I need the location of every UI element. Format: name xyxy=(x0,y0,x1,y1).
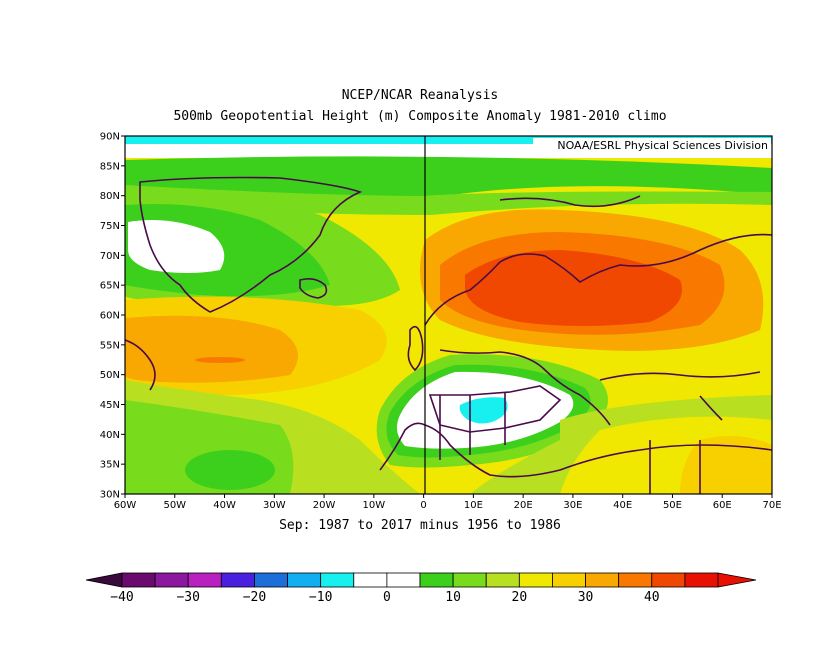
lon-tick-label: 50W xyxy=(163,500,186,511)
colorbar-swatch xyxy=(419,572,454,588)
period-label: Sep: 1987 to 2017 minus 1956 to 1986 xyxy=(279,518,561,533)
lon-tick-label: 70E xyxy=(762,500,781,511)
colorbar-label: 10 xyxy=(445,590,461,605)
colorbar-label: −30 xyxy=(176,590,199,605)
credit-text: NOAA/ESRL Physical Sciences Division xyxy=(557,139,768,152)
colorbar-swatch xyxy=(518,572,553,588)
credit-box xyxy=(533,138,771,152)
lon-tick-label: 30W xyxy=(263,500,286,511)
lat-tick-label: 60N xyxy=(100,311,120,322)
colorbar-swatch xyxy=(187,572,222,588)
colorbar-swatch xyxy=(386,572,421,588)
lon-tick-label: 50E xyxy=(663,500,682,511)
latitude-ticks: 90N 85N 80N 75N 70N 65N 60N 55N 50N 45N 40N 35N 30N xyxy=(100,132,125,501)
lon-tick-label: 60W xyxy=(114,500,137,511)
lon-tick-label: 20W xyxy=(313,500,336,511)
colorbar-label: 40 xyxy=(644,590,660,605)
colorbar-swatch xyxy=(220,572,255,588)
colorbar-swatch xyxy=(452,572,487,588)
chart-subtitle: 500mb Geopotential Height (m) Composite … xyxy=(173,109,667,124)
colorbar-arrow-high xyxy=(717,572,757,588)
colorbar-swatch xyxy=(684,572,719,588)
lon-tick-label: 20E xyxy=(514,500,533,511)
lat-tick-label: 85N xyxy=(100,161,120,172)
lon-tick-label: 40W xyxy=(213,500,236,511)
colorbar-swatch xyxy=(320,572,355,588)
lat-tick-label: 35N xyxy=(100,460,120,471)
colorbar-swatch xyxy=(485,572,520,588)
lat-tick-label: 70N xyxy=(100,251,120,262)
lon-tick-label: 60E xyxy=(713,500,732,511)
colorbar-swatch xyxy=(585,572,620,588)
colorbar-swatch xyxy=(287,572,322,588)
lat-tick-label: 65N xyxy=(100,281,120,292)
coastlines xyxy=(125,176,772,494)
chart-title: NCEP/NCAR Reanalysis xyxy=(341,88,499,103)
lat-tick-label: 40N xyxy=(100,430,120,441)
anomaly-field xyxy=(125,136,772,494)
colorbar-swatch xyxy=(651,572,686,588)
colorbar-label: −10 xyxy=(309,590,332,605)
lon-tick-label: 10E xyxy=(464,500,483,511)
colorbar-swatch xyxy=(552,572,586,588)
colorbar-swatch xyxy=(154,572,189,588)
lat-tick-label: 30N xyxy=(100,490,120,501)
lon-tick-label: 30E xyxy=(563,500,582,511)
colorbar-swatch xyxy=(618,572,653,588)
colorbar-label: −40 xyxy=(110,590,133,605)
colorbar-label: 20 xyxy=(512,590,528,605)
lat-tick-label: 80N xyxy=(100,191,120,202)
colorbar-arrow-low xyxy=(85,572,123,588)
colorbar-label: 0 xyxy=(383,590,391,605)
longitude-ticks: 60W 50W 40W 30W 20W 10W 0 10E 20E 30E 40E 50E 60E 70E xyxy=(114,494,782,511)
colorbar-label: −20 xyxy=(243,590,266,605)
lon-tick-label: 40E xyxy=(613,500,632,511)
colorbar: −40 −30 −20 −10 0 10 20 30 40 xyxy=(85,572,757,605)
colorbar-swatch xyxy=(254,572,288,588)
lon-tick-label: 10W xyxy=(363,500,386,511)
lat-tick-label: 55N xyxy=(100,340,120,351)
lat-tick-label: 90N xyxy=(100,132,120,143)
lat-tick-label: 45N xyxy=(100,400,120,411)
lon-tick-label: 0 xyxy=(420,500,426,511)
colorbar-swatch xyxy=(121,572,156,588)
lat-tick-label: 75N xyxy=(100,221,120,232)
colorbar-label: 30 xyxy=(578,590,594,605)
lat-tick-label: 50N xyxy=(100,370,120,381)
colorbar-swatch xyxy=(353,572,388,588)
